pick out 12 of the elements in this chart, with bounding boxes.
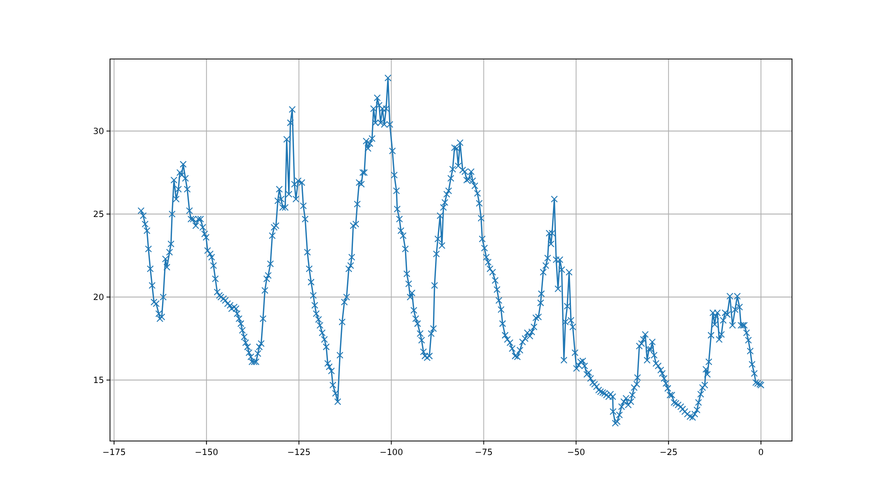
x-tick-label: −150: [194, 448, 218, 458]
x-tick-label: −125: [287, 448, 311, 458]
x-tick-label: −50: [567, 448, 586, 458]
y-tick-label: 15: [93, 376, 104, 386]
y-tick-label: 25: [93, 210, 104, 220]
y-tick-label: 20: [93, 292, 104, 303]
x-tick-label: −75: [474, 448, 493, 458]
y-tick-label: 30: [93, 126, 104, 137]
x-tick-label: −25: [660, 448, 678, 458]
x-tick-label: −175: [102, 448, 126, 458]
x-tick-label: −100: [380, 448, 403, 458]
x-tick-label: 0: [758, 448, 764, 458]
